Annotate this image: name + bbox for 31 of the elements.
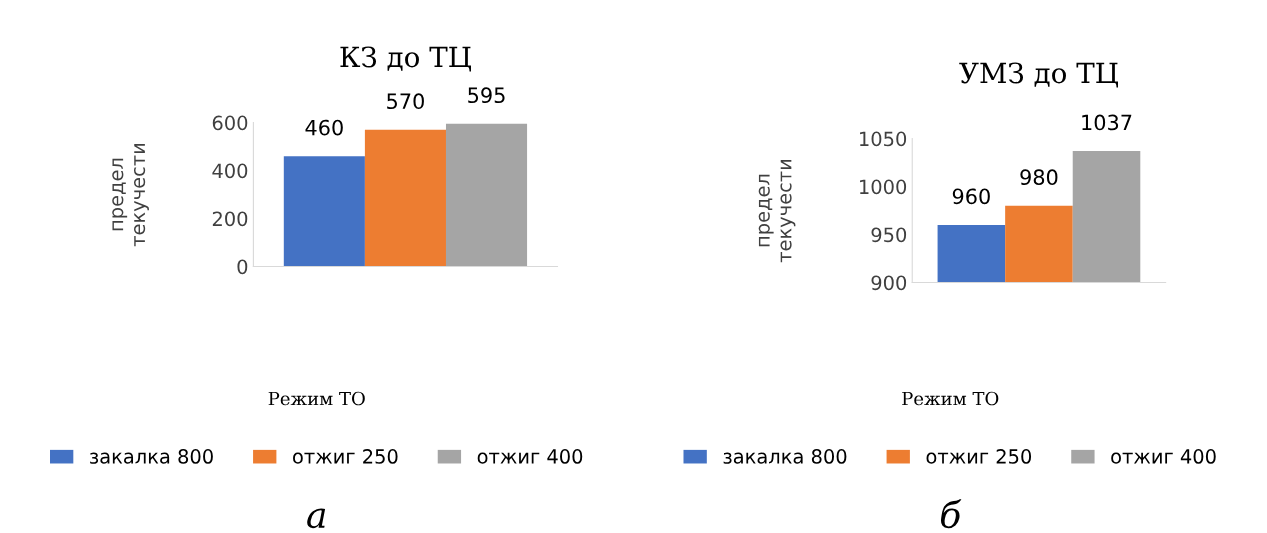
- y-tick-label: 950: [871, 227, 907, 243]
- y-tick-label: 600: [212, 115, 248, 131]
- y-tick-label: 1000: [860, 179, 907, 195]
- data-label: 595: [468, 87, 505, 104]
- y-tick-label: 400: [212, 163, 248, 179]
- text: а: [307, 508, 326, 529]
- chart-title: УМЗ до ТЦ: [959, 62, 1118, 88]
- data-label: 960: [952, 188, 990, 205]
- y-tick-label: 0: [237, 259, 248, 275]
- legend-label: отжиг 250: [926, 449, 1032, 464]
- y-tick-label: 200: [212, 211, 248, 227]
- bar: [283, 156, 365, 267]
- y-axis-title: предел текучести: [112, 143, 149, 247]
- bar: [364, 129, 446, 267]
- y-tick-label: 900: [871, 275, 907, 291]
- legend-label: отжиг 250: [293, 449, 398, 464]
- legend-label: закалка 800: [90, 449, 213, 464]
- legend-label: закалка 800: [723, 449, 847, 464]
- data-label: 570: [387, 93, 424, 110]
- x-axis-title: Режим ТО: [268, 391, 365, 406]
- y-tick-label: 1050: [860, 131, 907, 147]
- legend-label: отжиг 400: [1111, 449, 1216, 464]
- text: б: [941, 499, 962, 529]
- bar: [445, 123, 528, 267]
- data-label: 980: [1020, 169, 1058, 186]
- data-label: 460: [305, 119, 343, 136]
- data-label: 1037: [1082, 114, 1132, 131]
- chart-title: КЗ до ТЦ: [340, 46, 471, 72]
- legend-label: отжиг 400: [477, 449, 583, 464]
- y-axis-title: предел текучести: [758, 159, 796, 263]
- x-axis-title: Режим ТО: [902, 391, 999, 406]
